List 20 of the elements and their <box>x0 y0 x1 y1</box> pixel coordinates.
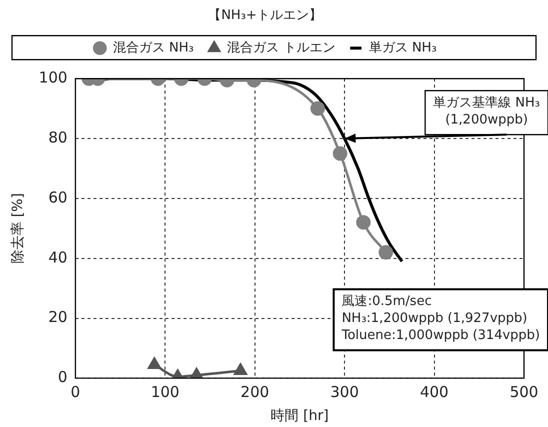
y-tick-label: 60 <box>48 188 68 206</box>
legend-label: 混合ガス トルエン <box>227 40 336 56</box>
y-tick-label: 0 <box>58 368 68 386</box>
y-tick-label: 40 <box>48 248 68 266</box>
annotation: 単ガス基準線 NH₃ (1,200wppb) <box>433 95 540 128</box>
y-tick-label: 20 <box>48 308 68 326</box>
y-axis-title: 除去率 [%] <box>10 193 26 264</box>
x-tick-label: 300 <box>330 383 359 402</box>
chart-title: 【NH₃+トルエン】 <box>208 8 322 24</box>
x-tick-label: 100 <box>150 383 180 402</box>
x-tick-label: 0 <box>70 383 80 402</box>
x-tick-label: 400 <box>420 383 449 402</box>
annotation: 風速:0.5m/sec NH₃:1,200wppb (1,927vppb) Toluene:1,000wppb (314vppb) <box>340 294 540 344</box>
legend-label: 混合ガス NH₃ <box>112 40 194 56</box>
legend-label: 単ガス NH₃ <box>368 40 437 56</box>
x-axis-title: 時間 [hr] <box>270 408 329 424</box>
x-tick-label: 200 <box>240 383 270 402</box>
y-tick-label: 100 <box>38 68 68 86</box>
y-tick-label: 80 <box>48 128 68 146</box>
x-tick-label: 500 <box>510 383 538 402</box>
